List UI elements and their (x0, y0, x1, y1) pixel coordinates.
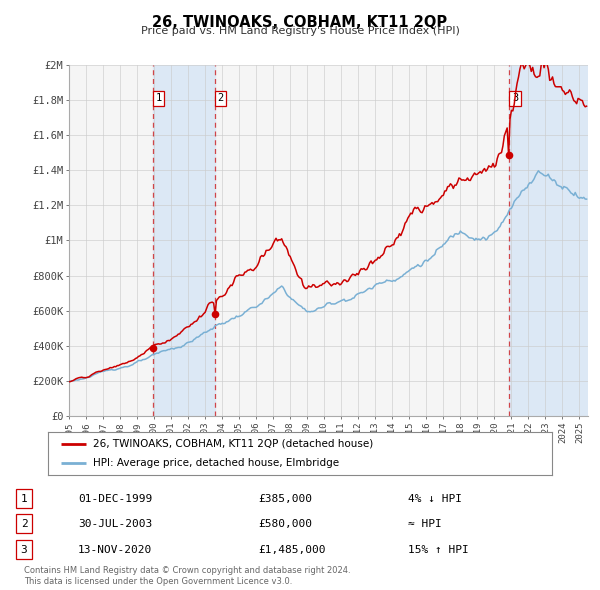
Text: 1: 1 (155, 93, 161, 103)
Text: 3: 3 (512, 93, 518, 103)
Text: 4% ↓ HPI: 4% ↓ HPI (408, 494, 462, 503)
Text: £1,485,000: £1,485,000 (258, 545, 325, 555)
Text: Price paid vs. HM Land Registry's House Price Index (HPI): Price paid vs. HM Land Registry's House … (140, 26, 460, 36)
Text: 3: 3 (20, 545, 28, 555)
Text: 30-JUL-2003: 30-JUL-2003 (78, 519, 152, 529)
Text: 01-DEC-1999: 01-DEC-1999 (78, 494, 152, 503)
Text: HPI: Average price, detached house, Elmbridge: HPI: Average price, detached house, Elmb… (94, 458, 340, 468)
Text: ≈ HPI: ≈ HPI (408, 519, 442, 529)
Bar (509, 65, 588, 416)
Text: Contains HM Land Registry data © Crown copyright and database right 2024.
This d: Contains HM Land Registry data © Crown c… (24, 566, 350, 586)
Text: £580,000: £580,000 (258, 519, 312, 529)
Bar (152, 65, 215, 416)
Text: 13-NOV-2020: 13-NOV-2020 (78, 545, 152, 555)
Text: 26, TWINOAKS, COBHAM, KT11 2QP: 26, TWINOAKS, COBHAM, KT11 2QP (152, 15, 448, 30)
Text: 2: 2 (20, 519, 28, 529)
Text: 15% ↑ HPI: 15% ↑ HPI (408, 545, 469, 555)
Text: 26, TWINOAKS, COBHAM, KT11 2QP (detached house): 26, TWINOAKS, COBHAM, KT11 2QP (detached… (94, 439, 374, 449)
Text: £385,000: £385,000 (258, 494, 312, 503)
Text: 1: 1 (20, 494, 28, 503)
Text: 2: 2 (218, 93, 224, 103)
